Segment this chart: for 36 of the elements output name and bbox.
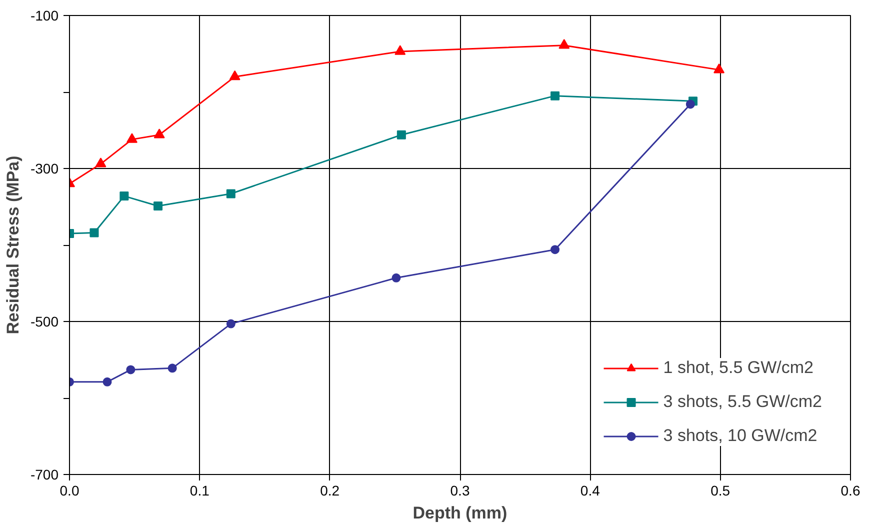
y-tick-label: -300 <box>30 160 59 176</box>
y-axis-title: Residual Stress (MPa) <box>3 156 22 334</box>
x-tick-label: 0.3 <box>450 482 470 498</box>
x-tick-label: 0.1 <box>190 482 210 498</box>
point <box>686 100 695 109</box>
point <box>102 377 112 386</box>
legend-label: 1 shot, 5.5 GW/cm2 <box>663 358 814 378</box>
x-tick-label: 0.2 <box>320 482 340 498</box>
point <box>154 201 163 210</box>
point <box>126 365 136 374</box>
point <box>90 228 99 238</box>
x-tick-label: 0.0 <box>60 482 80 498</box>
point <box>558 39 570 49</box>
x-tick-label: 0.6 <box>840 482 860 498</box>
point <box>95 158 106 168</box>
point <box>229 70 240 80</box>
point <box>550 91 560 100</box>
point <box>392 273 401 282</box>
y-tick-label: -700 <box>30 466 59 482</box>
point <box>396 130 406 140</box>
point <box>550 245 560 254</box>
y-tick-label: -500 <box>30 314 59 330</box>
point <box>154 128 165 138</box>
point <box>394 45 406 55</box>
x-tick-label: 0.5 <box>710 482 730 498</box>
y-tick-label: -100 <box>30 8 59 24</box>
point <box>226 189 236 198</box>
x-axis-title: Depth (mm) <box>412 504 508 522</box>
x-tick-label: 0.4 <box>580 482 600 498</box>
point <box>168 364 177 373</box>
point <box>120 192 129 201</box>
legend-label: 3 shots, 10 GW/cm2 <box>663 426 818 446</box>
point <box>126 133 138 143</box>
point <box>226 319 236 328</box>
legend-label: 3 shots, 5.5 GW/cm2 <box>663 392 822 412</box>
point <box>714 64 725 74</box>
